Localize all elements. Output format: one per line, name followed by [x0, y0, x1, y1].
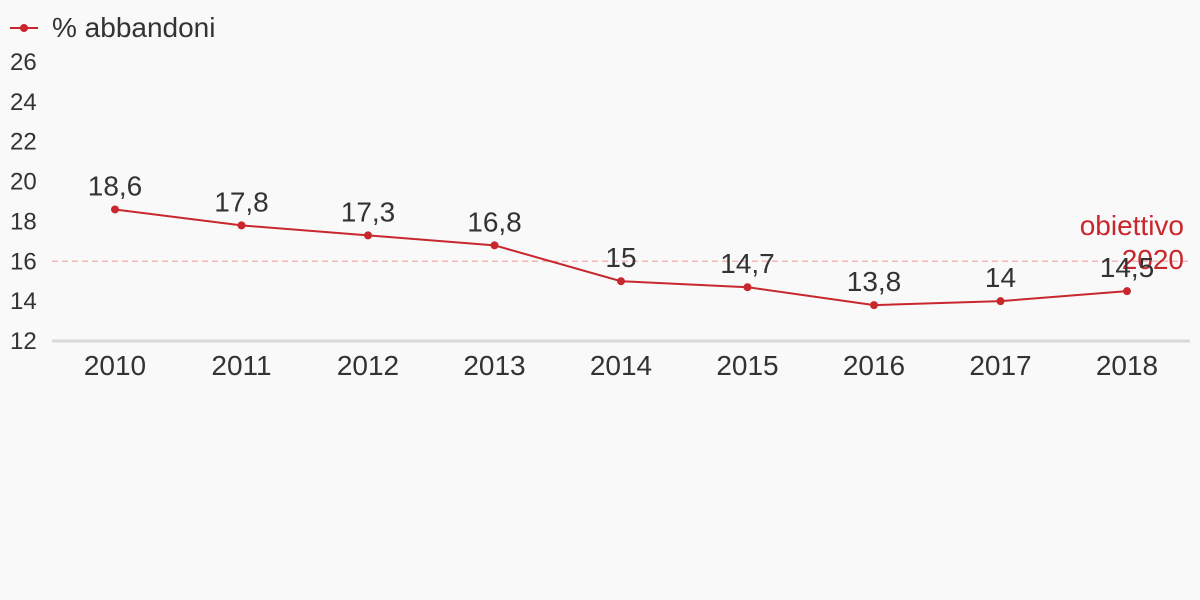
target-label-line1: obiettivo	[1080, 210, 1184, 241]
x-tick-label: 2016	[843, 350, 905, 381]
data-point	[743, 283, 752, 292]
data-label: 15	[605, 242, 636, 273]
data-label: 17,3	[341, 196, 396, 227]
y-tick-label: 16	[10, 248, 37, 275]
data-label: 14,7	[720, 248, 775, 279]
y-tick-label: 20	[10, 169, 37, 196]
legend-dot-marker	[20, 24, 28, 32]
legend: % abbandoni	[10, 12, 215, 43]
data-label: 16,8	[467, 206, 522, 237]
x-tick-label: 2017	[969, 350, 1031, 381]
x-tick-label: 2014	[590, 350, 652, 381]
x-tick-label: 2011	[211, 350, 271, 381]
x-tick-label: 2013	[463, 350, 525, 381]
data-point	[870, 301, 878, 310]
x-tick-label: 2010	[84, 350, 146, 381]
data-label: 14,5	[1100, 252, 1155, 283]
y-tick-label: 18	[10, 208, 37, 235]
x-tick-label: 2018	[1096, 350, 1158, 381]
data-point	[111, 205, 119, 214]
y-tick-label: 26	[10, 49, 37, 76]
data-point	[617, 277, 625, 286]
series-abbandoni: 18,6 17,8 17,3 16,8 15 14,7 13,8 14 14,5	[88, 170, 1155, 310]
data-label: 18,6	[88, 170, 143, 201]
x-tick-label: 2012	[337, 350, 399, 381]
data-point	[996, 297, 1005, 306]
y-tick-label: 14	[10, 288, 37, 315]
data-point	[364, 231, 372, 240]
data-point	[1123, 287, 1131, 296]
x-axis: 2010 2011 2012 2013 2014 2015 2016 2017 2018	[52, 339, 1190, 381]
y-tick-label: 24	[10, 89, 37, 116]
y-tick-label: 22	[10, 129, 37, 156]
data-label: 13,8	[847, 266, 902, 297]
data-point	[237, 221, 246, 230]
y-tick-label: 12	[10, 328, 37, 355]
x-tick-label: 2015	[716, 350, 778, 381]
target-label-line2: 2020	[1122, 244, 1184, 275]
data-label: 14	[985, 262, 1016, 293]
data-label: 17,8	[214, 186, 269, 217]
y-axis: 12 14 16 18 20 22 24 26	[10, 49, 37, 355]
data-point	[490, 241, 499, 250]
legend-label: % abbandoni	[52, 12, 215, 43]
